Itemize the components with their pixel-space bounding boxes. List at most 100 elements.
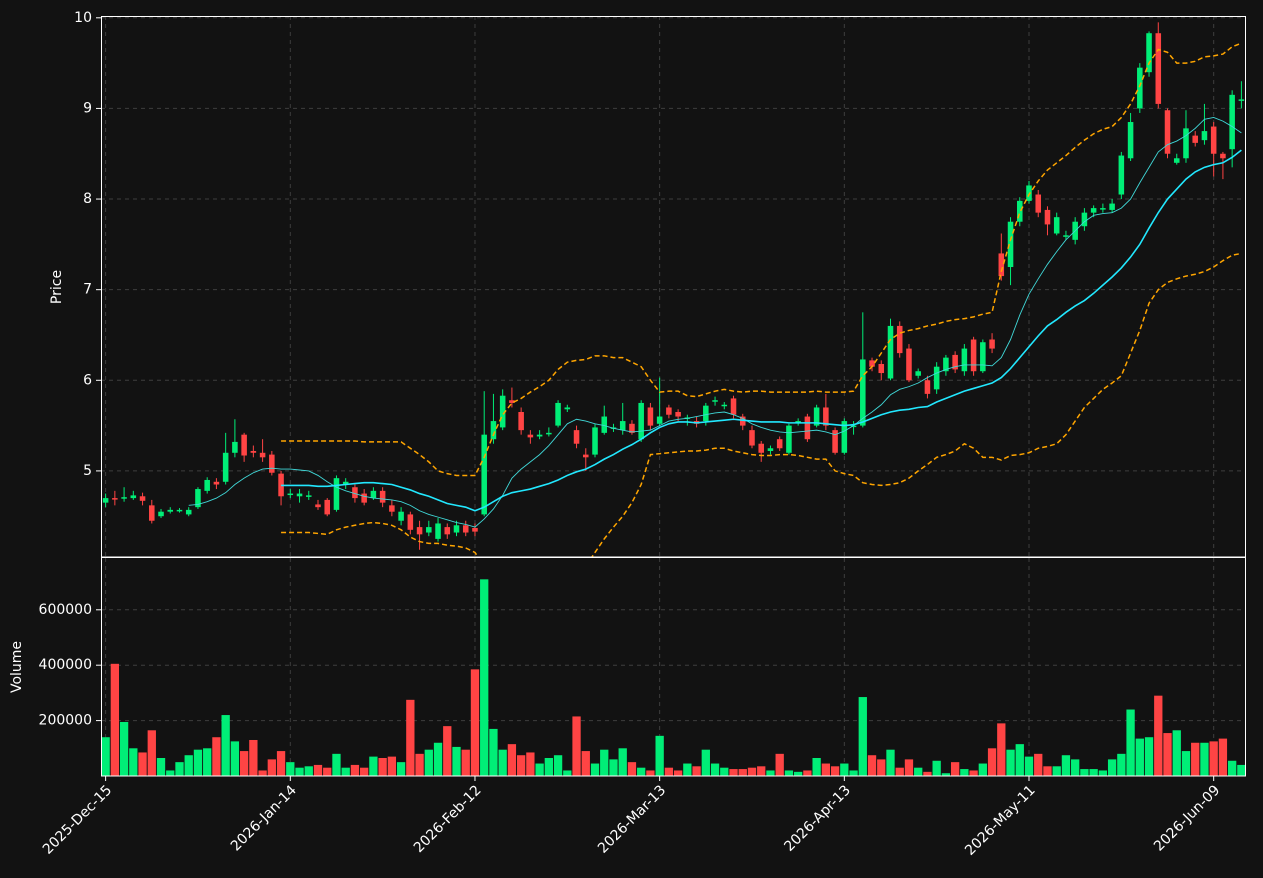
- candle-body: [536, 434, 543, 437]
- candle-body: [915, 371, 921, 376]
- candle-body: [823, 407, 829, 426]
- candle-body: [832, 430, 838, 453]
- candle-body: [841, 421, 848, 453]
- candle-body: [416, 527, 423, 535]
- candle-body: [287, 493, 294, 496]
- volume-bar: [332, 753, 341, 776]
- candle-body: [1100, 208, 1106, 210]
- volume-bar: [313, 764, 323, 776]
- volume-bar: [526, 752, 535, 776]
- candle-body: [361, 493, 367, 503]
- candle-body: [370, 490, 377, 499]
- candle-body: [592, 427, 598, 455]
- candle-body: [1007, 221, 1014, 268]
- volume-bar: [1181, 751, 1191, 776]
- volume-bar: [821, 763, 831, 776]
- y-tick-label: 10: [74, 10, 92, 26]
- candle-body: [1210, 126, 1217, 154]
- volume-bar: [803, 770, 812, 776]
- volume-bar: [424, 749, 433, 776]
- candle-body: [352, 487, 358, 499]
- volume-bar: [710, 763, 720, 776]
- indicator-line: [188, 117, 1242, 528]
- volume-bar: [637, 767, 646, 776]
- candle-body: [989, 339, 995, 349]
- candle-body: [1201, 131, 1208, 141]
- candle-body: [1081, 212, 1088, 227]
- candle-body: [121, 497, 127, 499]
- volume-bar: [729, 769, 738, 776]
- volume-bar: [258, 770, 267, 776]
- volume-bar: [840, 763, 849, 776]
- candle-body: [721, 404, 728, 407]
- candle-body: [1220, 153, 1226, 159]
- candle-body: [712, 400, 718, 402]
- volume-bar: [830, 766, 840, 776]
- volume-bar: [987, 748, 997, 776]
- volume-bar: [1107, 759, 1117, 776]
- candle-body: [389, 505, 395, 512]
- volume-bar: [1144, 737, 1154, 776]
- candle-body: [102, 498, 109, 503]
- volume-bar: [997, 723, 1006, 776]
- marks: [101, 22, 1246, 776]
- candle-body: [583, 454, 589, 458]
- candle-body: [850, 425, 857, 428]
- candle-body: [481, 434, 487, 515]
- volume-bar: [590, 763, 600, 776]
- volume-bar: [673, 770, 683, 776]
- volume-bar: [1024, 756, 1034, 776]
- volume-bar: [553, 755, 563, 776]
- volume-bar: [1061, 755, 1071, 776]
- volume-bar: [1052, 766, 1061, 776]
- volume-bar: [498, 749, 507, 776]
- volume-bar: [914, 767, 923, 776]
- volume-bar: [156, 757, 166, 776]
- candle-body: [638, 402, 644, 440]
- volume-bar: [664, 767, 674, 776]
- volume-bar: [1209, 741, 1218, 776]
- candle-body: [1164, 110, 1171, 154]
- candle-body: [462, 525, 469, 533]
- volume-bar: [627, 762, 637, 776]
- volume-bar: [378, 757, 387, 776]
- candle-body: [666, 407, 672, 415]
- candle-body: [407, 514, 414, 530]
- candle-body: [112, 498, 118, 500]
- candle-body: [305, 495, 312, 497]
- candle-body: [860, 359, 866, 426]
- volume-bar: [369, 756, 378, 776]
- volume-bar: [1191, 742, 1200, 776]
- volume-bar: [544, 757, 553, 776]
- candle-body: [619, 421, 626, 431]
- candle-body: [1192, 135, 1198, 143]
- y-axis-label: Volume: [9, 641, 25, 693]
- candle-body: [795, 421, 801, 423]
- volume-bar: [747, 767, 757, 776]
- volume-bar: [433, 742, 443, 776]
- candle-body: [222, 452, 229, 482]
- volume-frame: [101, 557, 1246, 777]
- volume-bar: [239, 751, 249, 776]
- volume-bar: [1071, 759, 1080, 776]
- y-tick-label: 5: [83, 463, 92, 479]
- candle-body: [269, 454, 275, 473]
- candle-body: [767, 448, 774, 451]
- candle-body: [564, 407, 571, 410]
- volume-bar: [775, 753, 784, 776]
- volume-bar: [858, 697, 867, 776]
- volume-bar: [1117, 753, 1126, 776]
- volume-bar: [812, 757, 821, 776]
- volume-bar: [655, 735, 664, 776]
- candle-body: [1044, 209, 1051, 225]
- volume-bar: [193, 749, 203, 776]
- indicator-line: [281, 42, 1242, 477]
- volume-bar: [276, 751, 286, 776]
- volume-bar: [443, 726, 452, 776]
- candle-body: [1127, 122, 1134, 159]
- candle-body: [250, 450, 257, 453]
- volume-bar: [129, 748, 138, 776]
- volume-bar: [923, 771, 932, 776]
- volume-bar: [1006, 749, 1015, 776]
